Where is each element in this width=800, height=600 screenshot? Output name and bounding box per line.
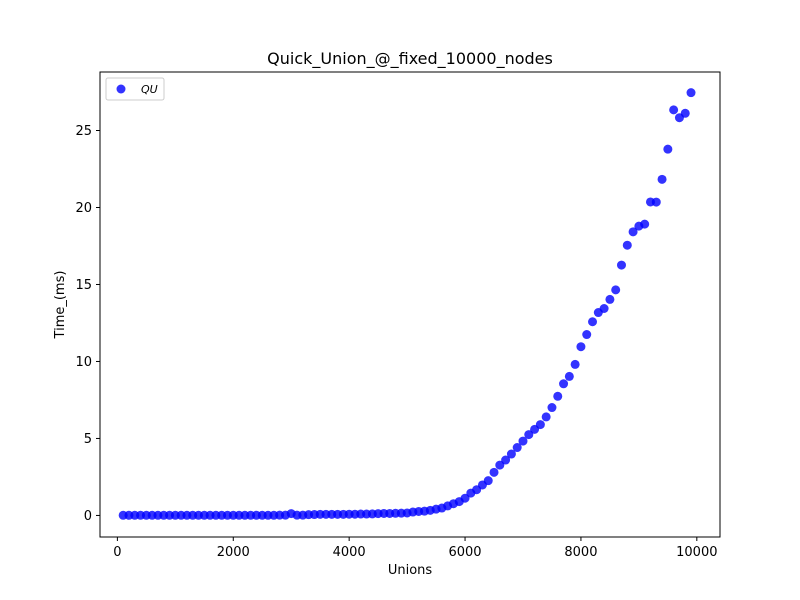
data-point <box>501 455 511 465</box>
data-point <box>611 285 621 295</box>
data-point <box>686 88 696 98</box>
x-tick-label: 10000 <box>676 545 717 560</box>
data-point <box>512 443 522 453</box>
y-tick-label: 20 <box>75 201 92 216</box>
data-point <box>663 144 673 154</box>
data-point <box>460 493 470 503</box>
data-point <box>489 467 499 477</box>
data-point <box>605 294 615 304</box>
data-point <box>506 449 516 459</box>
data-point <box>553 391 563 401</box>
y-tick-label: 25 <box>75 124 92 139</box>
y-tick-label: 5 <box>84 432 92 447</box>
legend-label-qu: QU <box>141 83 158 96</box>
x-tick-label: 4000 <box>333 545 366 560</box>
chart-title: Quick_Union_@_fixed_10000_nodes <box>267 49 553 69</box>
data-point <box>640 219 650 229</box>
y-axis-label: Time_(ms) <box>53 271 68 340</box>
legend-box <box>105 77 165 101</box>
data-point <box>616 260 626 270</box>
data-point <box>628 227 638 237</box>
y-axis: 0 5 10 15 20 25 <box>75 124 100 524</box>
data-point <box>657 174 667 184</box>
data-point <box>524 430 534 440</box>
data-point <box>564 371 574 381</box>
x-axis-label: Unions <box>388 563 433 578</box>
data-point <box>588 317 598 327</box>
legend-marker <box>116 84 126 94</box>
x-tick-label: 8000 <box>564 545 597 560</box>
x-tick-label: 2000 <box>217 545 250 560</box>
data-point <box>541 412 551 422</box>
y-tick-label: 15 <box>75 278 92 293</box>
plot-frame <box>99 71 721 538</box>
data-point <box>576 342 586 352</box>
x-tick-label: 6000 <box>448 545 481 560</box>
data-point <box>495 460 505 470</box>
legend: QU <box>105 77 165 101</box>
y-tick-label: 0 <box>84 509 92 524</box>
x-tick-label: 0 <box>113 545 121 560</box>
data-point <box>680 108 690 118</box>
data-point <box>483 476 493 486</box>
data-point <box>622 240 632 250</box>
data-point <box>535 420 545 430</box>
data-point <box>559 379 569 389</box>
data-point <box>651 197 661 207</box>
data-point <box>599 304 609 314</box>
data-point <box>582 330 592 340</box>
y-tick-label: 10 <box>75 355 92 370</box>
data-point <box>570 359 580 369</box>
data-points <box>118 88 696 520</box>
x-axis: 0 2000 4000 6000 8000 10000 <box>113 537 718 560</box>
data-point <box>669 105 679 115</box>
data-point <box>518 436 528 446</box>
data-point <box>547 403 557 413</box>
